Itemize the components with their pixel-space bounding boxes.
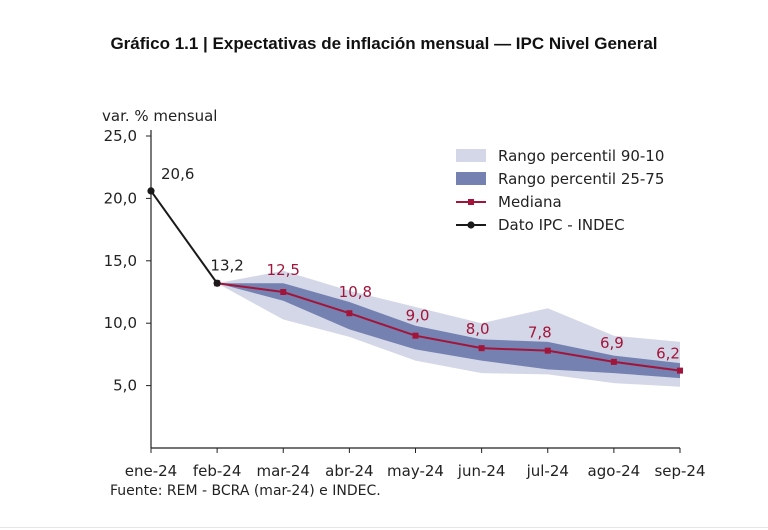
legend-marker-mediana	[468, 199, 474, 205]
legend: Rango percentil 90-10 Rango percentil 25-…	[456, 147, 664, 234]
y-tick-label: 20,0	[104, 189, 137, 207]
legend-label-p25-75: Rango percentil 25-75	[498, 170, 664, 188]
y-tick-label: 15,0	[104, 252, 137, 270]
data-label-mediana: 9,0	[406, 307, 430, 325]
point-ipc	[213, 279, 221, 287]
line-mediana	[216, 282, 681, 372]
y-tick-label: 25,0	[104, 127, 137, 145]
x-tick-label: ene-24	[125, 462, 177, 480]
x-tick-label: mar-24	[256, 462, 310, 480]
data-labels-layer: 12,5 10,8 9,0 8,0 7,8 6,9 6,2 20,6 13,2	[161, 165, 680, 363]
x-tick-label: may-24	[387, 462, 444, 480]
data-label-ipc: 13,2	[210, 256, 243, 274]
lines-layer	[147, 187, 683, 374]
legend-label-p90-10: Rango percentil 90-10	[498, 147, 664, 165]
data-label-mediana: 6,9	[600, 334, 624, 352]
point-mediana	[610, 358, 617, 365]
point-mediana	[412, 332, 419, 339]
legend-label-ipc: Dato IPC - INDEC	[498, 216, 625, 234]
x-tick-label: feb-24	[193, 462, 242, 480]
data-label-mediana: 7,8	[528, 324, 552, 342]
x-tick-label: jun-24	[457, 462, 506, 480]
x-tick-label: sep-24	[654, 462, 705, 480]
data-label-mediana: 8,0	[466, 320, 490, 338]
x-tick-label: ago-24	[588, 462, 641, 480]
data-label-mediana: 12,5	[267, 261, 300, 279]
x-tick-label: jul-24	[526, 462, 569, 480]
legend-swatch-p25-75	[456, 172, 486, 185]
source-note: Fuente: REM - BCRA (mar-24) e INDEC.	[110, 483, 381, 499]
point-mediana	[280, 289, 287, 295]
x-tick-label: abr-24	[325, 462, 373, 480]
point-mediana	[677, 367, 683, 374]
point-mediana	[544, 347, 551, 354]
line-ipc	[150, 190, 218, 284]
data-label-mediana: 10,8	[339, 283, 372, 301]
data-label-ipc: 20,6	[161, 165, 194, 183]
y-tick-label: 5,0	[113, 377, 137, 395]
y-axis-label: var. % mensual	[102, 107, 217, 125]
axes-layer: 25,0 20,0 15,0 10,0 5,0 ene-24 feb-24 mar-24 abr…	[104, 127, 706, 480]
legend-marker-ipc	[467, 221, 475, 229]
bands-layer	[217, 270, 680, 387]
legend-swatch-p90-10	[456, 149, 486, 162]
legend-label-mediana: Mediana	[498, 193, 562, 211]
y-tick-label: 10,0	[104, 314, 137, 332]
point-mediana	[478, 345, 485, 352]
point-mediana	[346, 310, 353, 317]
bottom-divider	[0, 527, 768, 528]
chart-title: Gráfico 1.1 | Expectativas de inflación …	[110, 34, 658, 53]
data-label-mediana: 6,2	[656, 345, 680, 363]
point-ipc	[147, 187, 155, 195]
